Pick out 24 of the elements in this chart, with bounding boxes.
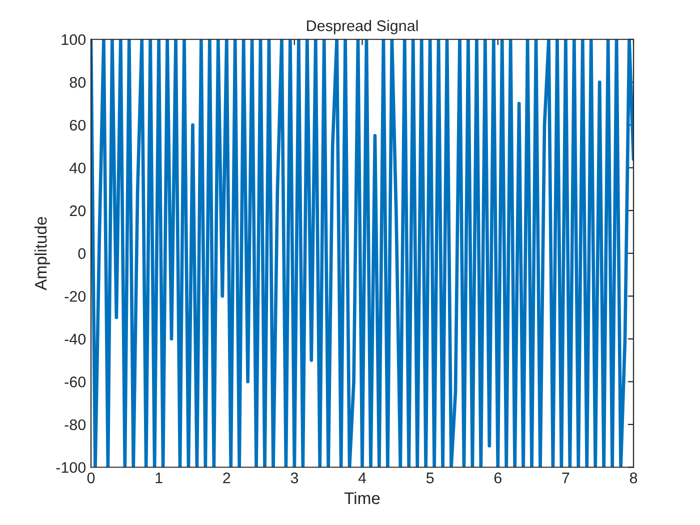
- y-tick-label: -40: [64, 334, 86, 345]
- y-tick-label: -60: [64, 376, 86, 388]
- y-tick-label: 40: [70, 162, 86, 174]
- x-tick-label: 4: [358, 472, 366, 484]
- y-tick-label: -80: [64, 419, 86, 430]
- y-tick-label: 60: [70, 120, 86, 131]
- y-tick-label: -100: [56, 462, 86, 473]
- y-tick-label: 20: [70, 205, 86, 216]
- y-tick-label: -20: [64, 290, 86, 302]
- x-tick-label: 8: [630, 472, 638, 484]
- x-tick-label: 5: [426, 472, 434, 484]
- x-tick-label: 2: [223, 472, 230, 484]
- x-tick-label: 0: [87, 472, 95, 484]
- y-tick-label: 80: [70, 77, 86, 88]
- x-tick-label: 7: [562, 472, 570, 484]
- line-series: [91, 39, 634, 468]
- x-axis-title: Time: [344, 492, 380, 504]
- y-axis-title: Amplitude: [34, 216, 50, 290]
- chart-title: Despread Signal: [307, 20, 418, 34]
- y-tick-label: 100: [62, 34, 86, 46]
- x-tick-label: 1: [156, 472, 162, 484]
- x-tick-label: 6: [494, 472, 502, 484]
- x-tick-label: 3: [290, 472, 298, 484]
- y-tick-label: 0: [78, 248, 86, 259]
